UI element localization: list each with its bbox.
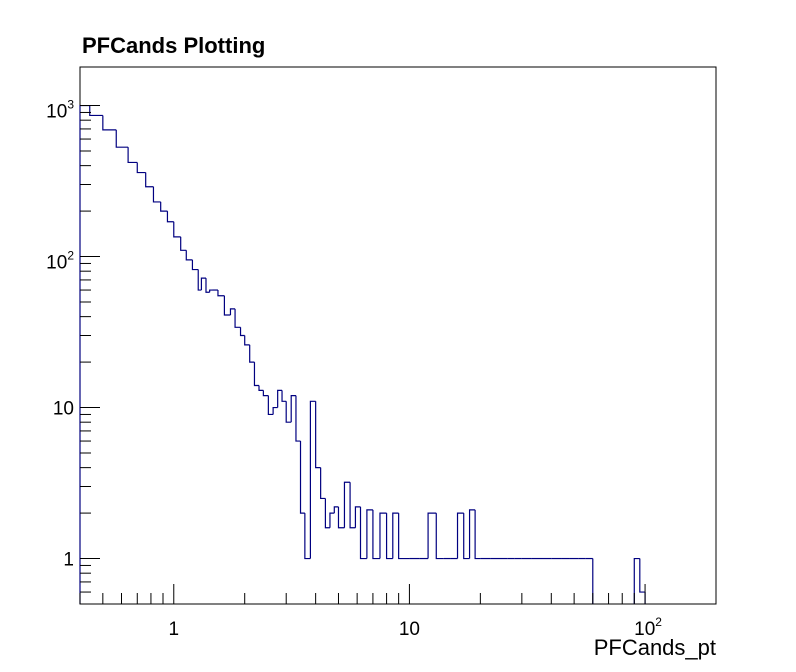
histogram-bin-37	[304, 513, 311, 560]
histogram-bin-17	[209, 289, 213, 293]
histogram-bin-27	[258, 385, 264, 391]
histogram-bin-43	[333, 506, 339, 514]
histogram-bin-21	[229, 308, 236, 316]
y-axis-tick-labels: 1 10 102 103	[46, 98, 74, 571]
histogram-bin-31	[277, 389, 283, 408]
histogram-bin-33	[285, 401, 292, 423]
histogram-bin-48	[359, 506, 367, 560]
y-tick-label: 1	[63, 550, 74, 571]
histogram-bin-29	[267, 395, 274, 416]
histogram-bin-49	[366, 509, 373, 559]
histogram-bin-15	[200, 277, 206, 291]
histogram-bin-26	[253, 362, 260, 387]
histogram-bin-63	[468, 509, 476, 559]
histogram-bin-32	[281, 390, 287, 402]
histogram-bin-61	[456, 512, 464, 559]
histogram-bin-25	[249, 344, 255, 363]
histogram-bin-58	[435, 513, 444, 560]
histogram-bin-64	[474, 509, 481, 560]
histogram-bin-30	[272, 406, 278, 415]
histogram-bin-7	[152, 186, 161, 203]
histogram-bars	[79, 104, 646, 604]
y-tick-label: 10	[53, 399, 74, 420]
histogram-bin-2	[102, 115, 117, 131]
histogram-bin-13	[191, 259, 199, 271]
histogram-bin-12	[185, 250, 193, 261]
histogram-bin-19	[217, 290, 225, 297]
histogram-bin-1	[89, 105, 103, 117]
histogram-bin-34	[290, 394, 296, 423]
y-tick-label: 102	[46, 249, 74, 274]
histogram-bin-6	[145, 172, 154, 188]
x-axis-tick-labels: 1 10 102	[168, 615, 662, 640]
histogram-bin-38	[309, 400, 316, 559]
histogram-bin-3	[115, 129, 129, 148]
y-axis-ticks	[80, 105, 100, 605]
histogram-bin-50	[372, 509, 380, 560]
histogram-bin-78	[633, 557, 640, 604]
histogram-bin-62	[463, 513, 470, 560]
histogram-bin-44	[337, 506, 345, 529]
histogram-bin-36	[299, 441, 305, 514]
chart-title: PFCands Plotting	[82, 33, 265, 58]
histogram-bin-28	[262, 390, 269, 397]
x-tick-label: 1	[168, 619, 179, 640]
histogram-bin-79	[639, 558, 646, 593]
histogram-bin-40	[320, 467, 326, 500]
histogram-bin-11	[180, 236, 187, 251]
histogram-bin-5	[136, 162, 146, 174]
x-axis-ticks	[79, 584, 717, 604]
histogram-bin-4	[127, 147, 138, 164]
histogram-bin-10	[173, 221, 181, 238]
histogram-bin-14	[197, 269, 202, 291]
histogram-bin-23	[239, 327, 245, 337]
histogram-bin-35	[295, 395, 301, 442]
histogram-bin-0	[79, 104, 90, 604]
histogram-bin-54	[398, 513, 410, 560]
histogram-bin-39	[315, 401, 321, 469]
histogram-bin-22	[234, 308, 241, 328]
histogram-bin-8	[160, 201, 168, 212]
plot-frame	[79, 66, 717, 605]
histogram-bin-41	[324, 498, 330, 529]
x-tick-label: 10	[399, 619, 420, 640]
histogram-bin-53	[392, 512, 399, 559]
histogram-bin-20	[223, 295, 231, 316]
histogram-bin-57	[427, 512, 437, 559]
histogram-bin-42	[329, 512, 335, 528]
histogram-bin-9	[166, 211, 174, 223]
histogram-bin-47	[354, 506, 361, 528]
histogram-bin-51	[379, 512, 387, 559]
histogram-bin-24	[244, 335, 250, 346]
x-tick-label: 102	[634, 615, 662, 640]
x-axis-title: PFCands_pt	[594, 635, 716, 660]
histogram-bin-46	[349, 482, 356, 529]
histogram-bin-52	[385, 513, 393, 560]
histogram-bin-45	[343, 481, 351, 528]
y-tick-label: 103	[46, 98, 74, 123]
histogram-bin-16	[205, 278, 210, 293]
